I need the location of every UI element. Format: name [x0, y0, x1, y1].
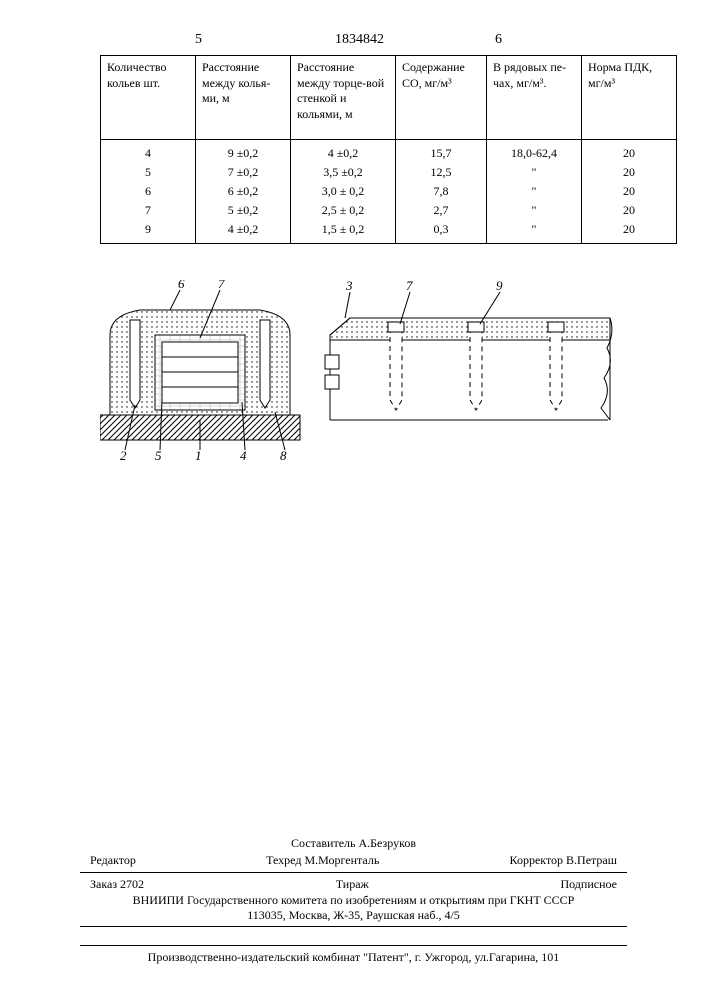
order-number: Заказ 2702	[90, 877, 144, 892]
col-header: Количество кольев шт.	[101, 56, 196, 140]
table-cell: 2,5 ± 0,2	[291, 201, 396, 220]
table-cell: 5	[101, 163, 196, 182]
technical-figure: 6 7 2 5 1 4 8	[100, 280, 620, 460]
table-cell: 20	[582, 163, 677, 182]
table-cell: "	[487, 220, 582, 244]
patent-number: 1834842	[335, 32, 384, 48]
fig-label: 5	[155, 448, 162, 460]
table-cell: 20	[582, 220, 677, 244]
page-number-right: 6	[495, 32, 502, 48]
fig-label: 8	[280, 448, 287, 460]
table-cell: 4 ±0,2	[196, 220, 291, 244]
editor-label: Редактор	[90, 853, 136, 868]
org-address: 113035, Москва, Ж-35, Раушская наб., 4/5	[80, 908, 627, 923]
podpisnoe: Подписное	[560, 877, 617, 892]
fig-label: 9	[496, 280, 503, 293]
fig-label: 6	[178, 280, 185, 291]
col-header: В рядовых пе-чах, мг/м³.	[487, 56, 582, 140]
table-cell: 9 ±0,2	[196, 140, 291, 164]
table-cell: 7	[101, 201, 196, 220]
table-cell: 6	[101, 182, 196, 201]
table-cell: 12,5	[396, 163, 487, 182]
table-cell: 9	[101, 220, 196, 244]
fig-label: 1	[195, 448, 202, 460]
figure-right-section: 3 7 9	[325, 280, 612, 420]
table-row: 57 ±0,23,5 ±0,212,5"20	[101, 163, 677, 182]
page-number-left: 5	[195, 32, 202, 48]
table-row: 66 ±0,23,0 ± 0,27,8"20	[101, 182, 677, 201]
table-cell: 20	[582, 201, 677, 220]
col-header: Норма ПДК, мг/м³	[582, 56, 677, 140]
col-header: Расстояние между колья-ми, м	[196, 56, 291, 140]
imprint: Производственно-издательский комбинат "П…	[80, 945, 627, 965]
table-row: 49 ±0,24 ±0,215,718,0-62,420	[101, 140, 677, 164]
col-header: Расстояние между торце-вой стенкой и кол…	[291, 56, 396, 140]
table-cell: "	[487, 182, 582, 201]
org-line: ВНИИПИ Государственного комитета по изоб…	[80, 893, 627, 908]
fig-label: 4	[240, 448, 247, 460]
table-cell: 4 ±0,2	[291, 140, 396, 164]
table-cell: 4	[101, 140, 196, 164]
figure-left-section: 6 7 2 5 1 4 8	[100, 280, 300, 460]
table-cell: 3,0 ± 0,2	[291, 182, 396, 201]
table-cell: "	[487, 163, 582, 182]
data-table: Количество кольев шт. Расстояние между к…	[100, 55, 677, 244]
colophon: Составитель А.Безруков Редактор Техред М…	[80, 835, 627, 930]
table-cell: "	[487, 201, 582, 220]
fig-label: 3	[345, 280, 353, 293]
col-header: Содержание СО, мг/м³	[396, 56, 487, 140]
table-cell: 2,7	[396, 201, 487, 220]
table-row: 94 ±0,21,5 ± 0,20,3"20	[101, 220, 677, 244]
table-cell: 20	[582, 182, 677, 201]
table-cell: 5 ±0,2	[196, 201, 291, 220]
table-cell: 20	[582, 140, 677, 164]
fig-label: 7	[406, 280, 413, 293]
table-cell: 0,3	[396, 220, 487, 244]
table-cell: 6 ±0,2	[196, 182, 291, 201]
fig-label: 7	[218, 280, 225, 291]
table-cell: 3,5 ±0,2	[291, 163, 396, 182]
table-cell: 15,7	[396, 140, 487, 164]
table-cell: 1,5 ± 0,2	[291, 220, 396, 244]
table-row: 75 ±0,22,5 ± 0,22,7"20	[101, 201, 677, 220]
fig-label: 2	[120, 448, 127, 460]
tirazh: Тираж	[336, 877, 369, 892]
table-cell: 7 ±0,2	[196, 163, 291, 182]
table-cell: 7,8	[396, 182, 487, 201]
table-cell: 18,0-62,4	[487, 140, 582, 164]
